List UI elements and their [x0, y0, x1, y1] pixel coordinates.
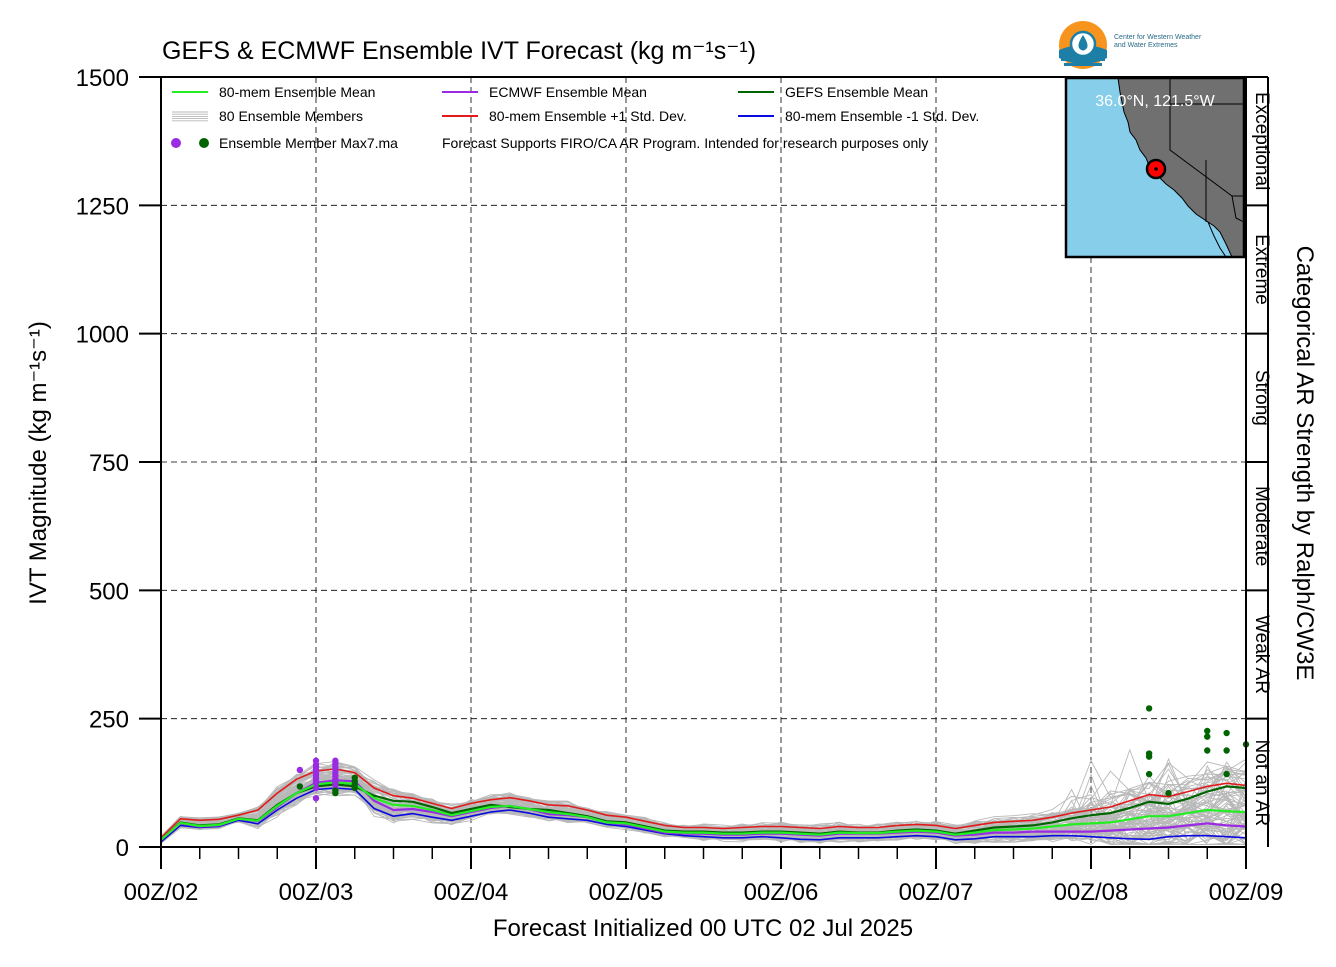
gefs-max-point-7 — [1145, 705, 1153, 712]
legend: 80-mem Ensemble Mean ECMWF Ensemble Mean G… — [171, 84, 979, 151]
gridlines — [161, 77, 1246, 847]
ecmwf-max-point-11 — [312, 795, 320, 802]
logo-stripe-2 — [1064, 63, 1102, 66]
x-axis: 00Z/02 00Z/03 00Z/04 00Z/05 00Z/06 00Z/07 00Z/… — [124, 847, 1284, 906]
series-line-1 — [161, 787, 1246, 843]
legend-label-6: Ensemble Member Max7.ma — [219, 135, 398, 151]
legend-label-1: ECMWF Ensemble Mean — [489, 84, 647, 100]
category-label-0: Not an AR — [1251, 740, 1272, 827]
x-tick-label-72: 00Z/05 — [589, 879, 664, 906]
location-marker-center — [1154, 167, 1158, 171]
y-tick-label-250: 250 — [89, 707, 129, 734]
y-tick-label-1000: 1000 — [76, 322, 129, 349]
map-borders — [1169, 78, 1244, 223]
gefs-max-point-2 — [332, 789, 339, 797]
series-line-4 — [161, 781, 1246, 841]
x-tick-label-96: 00Z/06 — [744, 879, 819, 906]
y-axis: 0 250 500 750 1000 1250 1500 — [76, 65, 161, 862]
logo-caption: Center for Western Weather and Water Ext… — [1114, 34, 1244, 50]
gefs-max-point-17 — [1223, 770, 1230, 778]
x-axis-label: Forecast Initialized 00 UTC 02 Jul 2025 — [493, 915, 913, 942]
gefs-max-point-12 — [1204, 727, 1211, 735]
chart-title: GEFS & ECMWF Ensemble IVT Forecast (kg m… — [162, 37, 756, 65]
legend-label-2: GEFS Ensemble Mean — [785, 84, 928, 100]
ecmwf-max-point-9 — [312, 779, 320, 787]
y-tick-label-500: 500 — [89, 578, 129, 605]
map-frame — [1064, 76, 1246, 259]
x-tick-label-48: 00Z/04 — [434, 879, 509, 906]
ecmwf-max-point-0 — [296, 766, 304, 774]
gefs-max-point-6 — [351, 784, 358, 792]
category-label-1: Weak AR — [1251, 615, 1272, 694]
map-land — [1117, 78, 1244, 257]
series-line-0 — [161, 768, 1246, 839]
x-tick-label-24: 00Z/03 — [279, 879, 354, 906]
max-points — [296, 705, 1250, 802]
ensemble-member-65 — [161, 761, 1246, 837]
logo-line-1: Center for Western Weather — [1114, 34, 1202, 41]
map-location-label: 36.0°N, 121.5°W — [1095, 93, 1215, 110]
category-label-3: Strong — [1251, 370, 1272, 426]
y-tick-label-1250: 1250 — [76, 193, 129, 220]
logo-line-2: and Water Extremes — [1114, 42, 1178, 49]
gefs-max-point-14 — [1204, 747, 1211, 754]
legend-dot-gefs — [199, 138, 209, 148]
legend-dot-ecmwf — [171, 138, 181, 148]
gefs-max-point-13 — [1204, 733, 1211, 740]
legend-note: Forecast Supports FIRO/CA AR Program. In… — [442, 135, 928, 151]
drop-icon — [1078, 35, 1088, 51]
ecmwf-max-point-10 — [312, 784, 320, 792]
legend-label-5: 80-mem Ensemble -1 Std. Dev. — [785, 108, 979, 124]
legend-label-0: 80-mem Ensemble Mean — [219, 84, 375, 100]
gefs-max-point-15 — [1223, 729, 1230, 737]
gefs-max-point-16 — [1223, 747, 1230, 754]
legend-label-3: 80 Ensemble Members — [219, 108, 363, 124]
category-label-2: Moderate — [1251, 486, 1272, 566]
gefs-max-point-11 — [1165, 789, 1172, 797]
inset-map: 36.0°N, 121.5°W — [1064, 76, 1246, 259]
gefs-max-point-9 — [1145, 753, 1153, 760]
y-tick-label-750: 750 — [89, 450, 129, 477]
x-tick-label-0: 00Z/02 — [124, 879, 199, 906]
map-baja — [1207, 221, 1227, 257]
legend-label-4: 80-mem Ensemble +1 Std. Dev. — [489, 108, 687, 124]
logo-stripe-1 — [1061, 58, 1105, 61]
y-axis-label: IVT Magnitude (kg m⁻¹s⁻¹) — [25, 321, 52, 605]
gefs-max-point-0 — [296, 783, 304, 790]
right-axis-label: Categorical AR Strength by Ralph/CW3E — [1291, 246, 1318, 681]
x-tick-label-168: 00Z/09 — [1209, 879, 1284, 906]
category-label-5: Exceptional — [1251, 92, 1272, 190]
category-label-4: Extreme — [1251, 234, 1272, 305]
series-lines — [161, 768, 1246, 843]
category-axis: Not an AR Weak AR Moderate Strong Extreme Exc… — [1246, 76, 1272, 827]
gefs-max-point-10 — [1145, 770, 1153, 778]
cw3e-logo — [1059, 21, 1107, 69]
x-tick-label-144: 00Z/08 — [1054, 879, 1129, 906]
y-tick-label-0: 0 — [116, 835, 129, 862]
y-tick-label-1500: 1500 — [76, 65, 129, 92]
x-tick-label-120: 00Z/07 — [899, 879, 974, 906]
